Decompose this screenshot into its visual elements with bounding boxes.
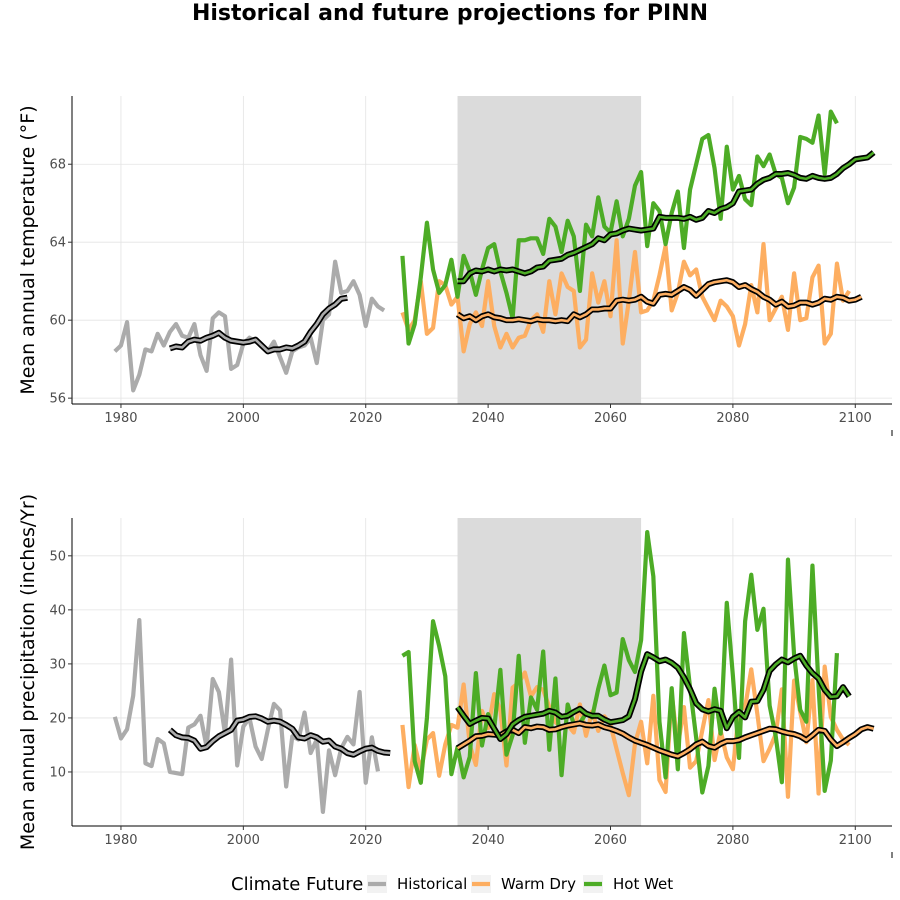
- series-line-hot-wet: [401, 529, 840, 795]
- x-tick-label: 2000: [227, 411, 260, 426]
- shaded-period: [457, 96, 642, 404]
- temperature-panel: 56 60 64 68 1980 2000 2020 2040 2060 2080 2100 Mean…: [17, 96, 893, 436]
- x-tick-label: 2100: [839, 411, 872, 426]
- precipitation-panel: 10 20 30 40 50 1980 2000 2020 2040 2060 2080 2100 Me…: [17, 494, 893, 858]
- legend-label-historical: Historical: [397, 875, 467, 893]
- legend: Climate Future Historical Warm Dry Hot Wet: [231, 874, 673, 895]
- y-tick-label: 20: [49, 711, 66, 726]
- y-tick-label: 50: [49, 549, 66, 564]
- y-tick-label: 68: [49, 158, 66, 173]
- x-tick-label: 2040: [472, 411, 505, 426]
- smooth-line-hot-wet: [457, 151, 875, 283]
- y-tick-label: 64: [49, 236, 66, 251]
- x-tick-label: 2020: [349, 833, 382, 848]
- series-line-historical: [112, 618, 381, 815]
- x-tick-label: 2060: [594, 411, 627, 426]
- smooth-line-warm-dry: [456, 722, 874, 758]
- legend-label-warm-dry: Warm Dry: [501, 875, 576, 893]
- y-axis-label: Mean annual precipitation (inches/Yr): [17, 494, 39, 850]
- x-tick-label: 2040: [472, 833, 505, 848]
- smooth-line-warm-dry: [456, 278, 862, 323]
- smooth-line-historical: [169, 296, 348, 353]
- series-line-hot-wet: [400, 109, 839, 346]
- y-tick-label: 40: [49, 603, 66, 618]
- x-tick-label: 2080: [716, 411, 749, 426]
- smooth-line-historical: [169, 715, 391, 756]
- x-tick-label: 2020: [349, 411, 382, 426]
- legend-label-hot-wet: Hot Wet: [613, 875, 673, 893]
- y-tick-label: 30: [49, 657, 66, 672]
- x-tick-label: 2000: [227, 833, 260, 848]
- y-tick-label: 60: [49, 314, 66, 329]
- x-tick-label: 2080: [716, 833, 749, 848]
- y-axis-label: Mean annual temperature (°F): [17, 105, 39, 394]
- shaded-period: [457, 518, 642, 826]
- x-tick-label: 1980: [104, 411, 137, 426]
- legend-title: Climate Future: [231, 874, 363, 895]
- y-tick-label: 56: [49, 392, 66, 407]
- x-tick-label: 2100: [839, 833, 872, 848]
- x-tick-label: 2060: [594, 833, 627, 848]
- x-tick-label: 1980: [104, 833, 137, 848]
- y-tick-label: 10: [49, 765, 66, 780]
- series-line-historical: [113, 259, 386, 393]
- series-line-warm-dry: [400, 238, 851, 354]
- chart-title: Historical and future projections for PI…: [191, 1, 709, 26]
- smooth-line-hot-wet: [456, 652, 851, 741]
